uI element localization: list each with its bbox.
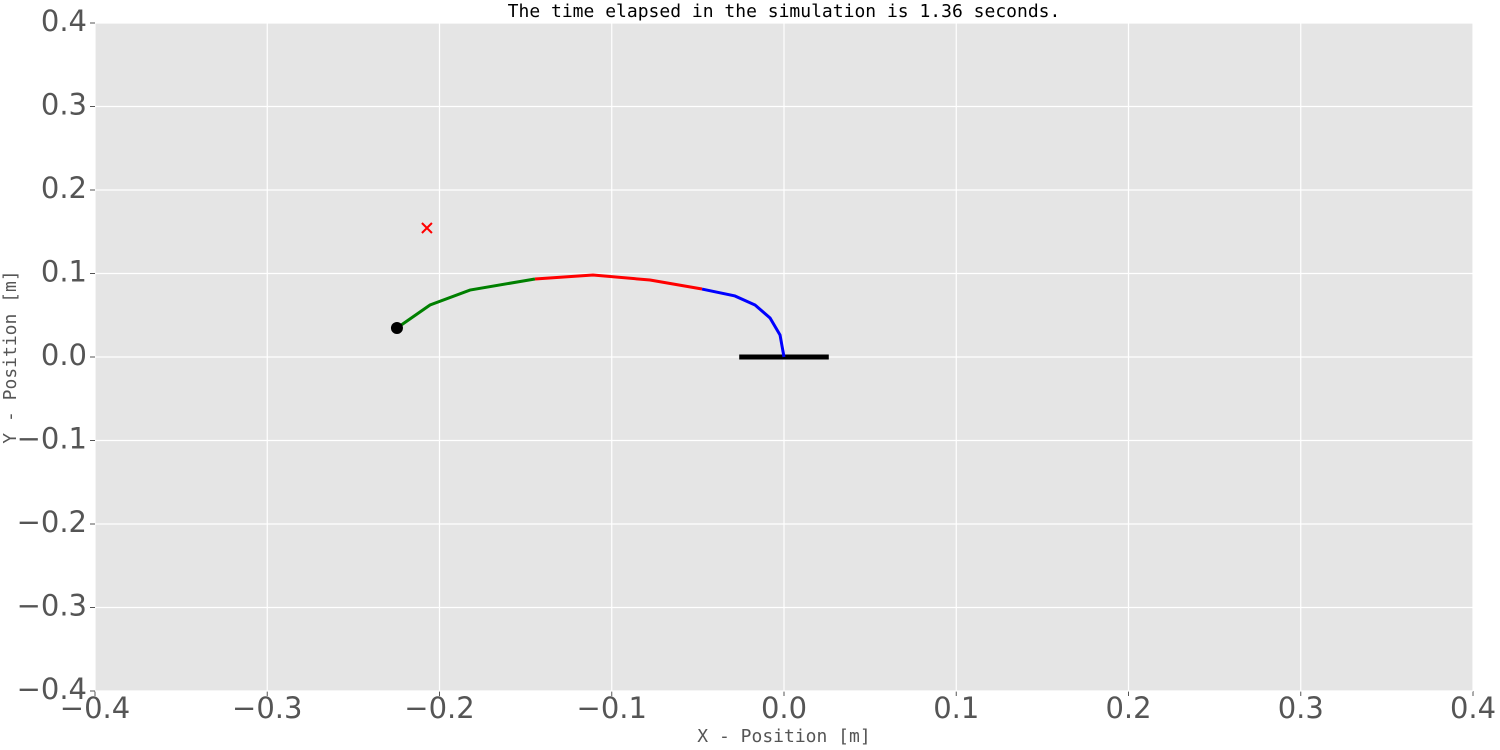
y-tick-label: 0.4: [41, 4, 87, 38]
chart-title: The time elapsed in the simulation is 1.…: [508, 1, 1061, 22]
arm-segment: [396, 277, 536, 330]
y-tick-label: −0.1: [17, 422, 87, 456]
y-tick-label: 0.3: [41, 88, 87, 122]
y-tick-label: 0.2: [41, 171, 87, 205]
y-axis-label: Y - Position [m]: [0, 270, 21, 443]
x-tick-label: 0.4: [1450, 691, 1496, 725]
x-tick-label: 0.2: [1105, 691, 1151, 725]
x-tick-label: −0.2: [404, 691, 474, 725]
y-tick-label: 0.1: [41, 255, 87, 289]
x-tick-label: −0.3: [232, 691, 302, 725]
y-tick-label: −0.4: [17, 672, 87, 706]
y-tick-label: −0.2: [17, 505, 87, 539]
arm-segment: [701, 287, 786, 358]
target-marker: [421, 222, 433, 234]
x-tick-label: −0.4: [60, 691, 130, 725]
x-tick-label: 0.1: [933, 691, 979, 725]
arm-segment: [534, 273, 703, 291]
y-tick-label: −0.3: [17, 589, 87, 623]
x-tick-label: 0.3: [1278, 691, 1324, 725]
end-effector: [390, 322, 403, 335]
x-tick-label: 0.0: [761, 691, 807, 725]
y-tick-label: 0.0: [41, 338, 87, 372]
x-axis-label: X - Position [m]: [697, 726, 870, 747]
x-tick-label: −0.1: [577, 691, 647, 725]
